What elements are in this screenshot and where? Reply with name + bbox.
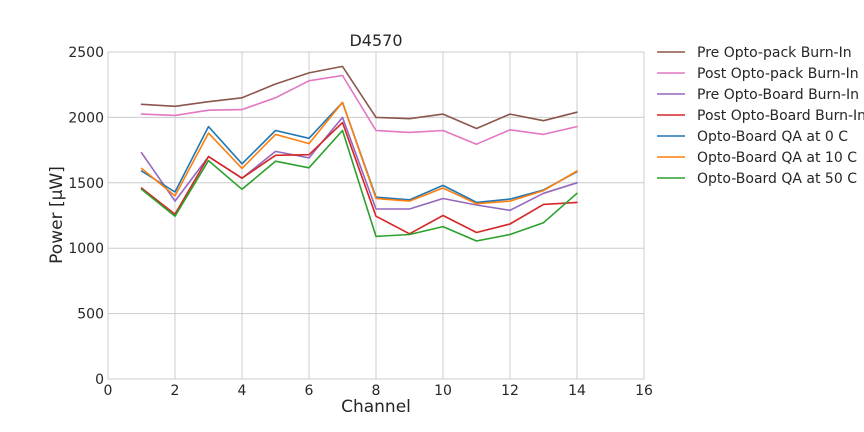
y-tick-label: 0 — [95, 372, 104, 388]
x-tick-label: 14 — [568, 383, 586, 399]
x-axis-label: Channel — [341, 397, 411, 417]
x-tick-label: 4 — [238, 383, 247, 399]
y-tick-label: 2000 — [68, 110, 104, 126]
series-line-6 — [140, 101, 578, 205]
series-layer — [140, 65, 578, 242]
legend-label: Pre Opto-Board Burn-In — [697, 87, 859, 103]
legend-label: Opto-Board QA at 0 C — [697, 129, 848, 145]
series-line-1 — [140, 65, 578, 130]
legend-entry: Opto-Board QA at 10 C — [657, 150, 857, 166]
x-tick-label: 12 — [501, 383, 519, 399]
tick-labels: 0 2 4 6 8 10 12 14 16 0 500 1000 1500 2000 2500 — [68, 45, 653, 399]
legend: Pre Opto-pack Burn-In Post Opto-pack Burn… — [657, 45, 864, 187]
x-tick-label: 16 — [635, 383, 653, 399]
legend-entry: Opto-Board QA at 50 C — [657, 171, 857, 187]
legend-entry: Post Opto-Board Burn-In — [657, 108, 864, 124]
y-axis-label: Power [μW] — [47, 166, 67, 264]
legend-label: Post Opto-pack Burn-In — [697, 66, 859, 82]
chart-title: D4570 — [349, 31, 402, 50]
series-line-4 — [140, 121, 578, 235]
y-tick-label: 1000 — [68, 241, 104, 257]
legend-label: Post Opto-Board Burn-In — [697, 108, 864, 124]
y-tick-label: 1500 — [68, 176, 104, 192]
legend-entry: Pre Opto-pack Burn-In — [657, 45, 852, 61]
x-tick-label: 10 — [434, 383, 452, 399]
plot-area — [107, 51, 645, 380]
x-tick-label: 6 — [305, 383, 314, 399]
legend-entry: Post Opto-pack Burn-In — [657, 66, 859, 82]
x-tick-label: 0 — [104, 383, 113, 399]
legend-entry: Opto-Board QA at 0 C — [657, 129, 848, 145]
legend-label: Pre Opto-pack Burn-In — [697, 45, 852, 61]
series-line-7 — [140, 129, 578, 242]
legend-label: Opto-Board QA at 50 C — [697, 171, 857, 187]
series-line-2 — [140, 74, 578, 145]
legend-entry: Pre Opto-Board Burn-In — [657, 87, 859, 103]
y-tick-label: 500 — [77, 307, 104, 323]
legend-label: Opto-Board QA at 10 C — [697, 150, 857, 166]
x-tick-label: 2 — [171, 383, 180, 399]
y-tick-label: 2500 — [68, 45, 104, 61]
x-tick-label: 8 — [372, 383, 381, 399]
